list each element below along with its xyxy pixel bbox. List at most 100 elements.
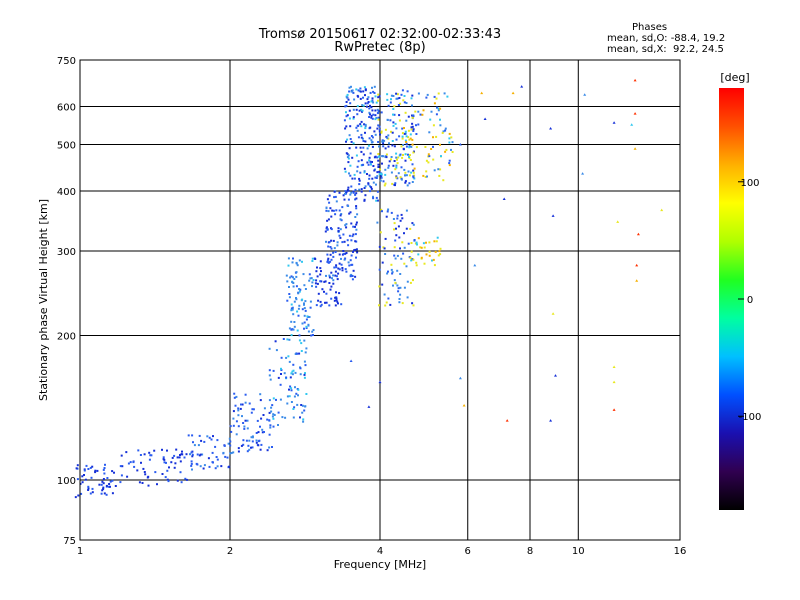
data-point bbox=[226, 456, 229, 459]
data-point bbox=[359, 97, 362, 100]
data-point bbox=[407, 136, 410, 139]
data-point bbox=[356, 129, 359, 132]
data-point bbox=[372, 197, 375, 200]
data-point bbox=[280, 356, 283, 359]
data-point bbox=[399, 102, 402, 105]
data-point bbox=[395, 152, 398, 155]
data-point bbox=[237, 409, 240, 412]
data-point bbox=[399, 176, 402, 179]
data-point bbox=[368, 107, 371, 110]
data-point bbox=[425, 241, 427, 244]
data-point bbox=[407, 153, 409, 156]
data-point bbox=[359, 123, 362, 126]
data-point bbox=[127, 462, 130, 465]
data-point bbox=[297, 307, 300, 310]
data-point bbox=[147, 475, 150, 478]
data-point bbox=[100, 492, 103, 495]
data-point bbox=[401, 127, 404, 130]
data-point bbox=[378, 268, 381, 271]
data-point bbox=[612, 408, 616, 411]
data-point bbox=[404, 174, 407, 177]
data-point bbox=[329, 260, 332, 263]
data-point bbox=[373, 156, 376, 159]
data-point bbox=[422, 242, 425, 245]
data-point bbox=[280, 373, 282, 375]
data-point bbox=[387, 104, 390, 107]
data-point bbox=[392, 113, 394, 116]
data-point bbox=[305, 393, 308, 395]
data-point bbox=[373, 92, 376, 94]
data-point bbox=[451, 151, 454, 153]
data-point bbox=[344, 190, 347, 193]
data-point bbox=[344, 257, 347, 260]
data-point bbox=[354, 240, 357, 243]
data-point bbox=[448, 132, 451, 135]
data-point bbox=[366, 161, 369, 164]
data-point bbox=[364, 185, 367, 188]
data-point bbox=[345, 115, 348, 118]
data-point bbox=[372, 113, 375, 116]
data-point bbox=[237, 450, 240, 453]
data-point bbox=[432, 158, 435, 161]
data-point bbox=[354, 198, 357, 201]
data-point bbox=[393, 246, 396, 249]
data-point bbox=[237, 407, 240, 410]
data-point bbox=[299, 416, 301, 419]
data-point bbox=[411, 138, 414, 141]
data-point bbox=[298, 259, 301, 262]
data-point bbox=[401, 135, 404, 138]
data-point bbox=[384, 304, 387, 307]
data-point bbox=[342, 233, 345, 236]
data-point bbox=[320, 280, 323, 283]
data-point bbox=[298, 290, 301, 293]
data-point bbox=[369, 91, 372, 94]
data-point bbox=[268, 433, 271, 436]
data-point bbox=[180, 453, 183, 456]
data-point bbox=[432, 145, 434, 148]
data-point bbox=[353, 173, 356, 176]
data-point bbox=[327, 218, 330, 221]
data-point bbox=[398, 301, 401, 304]
data-point bbox=[413, 177, 416, 180]
data-point bbox=[305, 347, 308, 350]
data-point bbox=[287, 257, 290, 260]
data-point bbox=[251, 446, 254, 449]
data-point bbox=[325, 209, 328, 212]
data-point bbox=[296, 329, 299, 332]
data-point bbox=[437, 107, 440, 110]
data-point bbox=[244, 401, 247, 404]
data-point bbox=[288, 338, 291, 341]
data-point bbox=[439, 124, 442, 127]
data-point bbox=[261, 431, 264, 434]
data-point bbox=[312, 279, 315, 281]
data-point bbox=[192, 441, 194, 444]
data-point bbox=[335, 297, 338, 300]
data-point bbox=[162, 458, 165, 461]
data-point bbox=[446, 95, 449, 98]
data-point bbox=[196, 453, 199, 456]
data-point bbox=[411, 143, 414, 146]
data-point bbox=[374, 118, 377, 121]
data-point bbox=[375, 199, 378, 202]
data-point bbox=[274, 340, 277, 343]
data-point bbox=[381, 283, 384, 286]
data-point bbox=[367, 163, 370, 166]
data-point bbox=[215, 456, 218, 458]
data-point bbox=[250, 436, 253, 439]
data-point bbox=[394, 281, 397, 284]
data-point bbox=[377, 124, 380, 127]
data-point bbox=[359, 146, 362, 149]
data-point bbox=[315, 304, 318, 307]
data-point bbox=[375, 177, 378, 179]
data-point bbox=[398, 298, 401, 300]
data-point bbox=[392, 95, 395, 97]
data-point bbox=[396, 214, 399, 217]
data-point bbox=[352, 225, 355, 228]
data-point bbox=[327, 261, 330, 264]
data-point bbox=[83, 469, 86, 472]
data-point bbox=[126, 475, 129, 478]
data-point bbox=[392, 108, 395, 110]
data-point bbox=[284, 416, 287, 419]
data-point bbox=[309, 306, 312, 309]
data-point bbox=[330, 228, 333, 231]
